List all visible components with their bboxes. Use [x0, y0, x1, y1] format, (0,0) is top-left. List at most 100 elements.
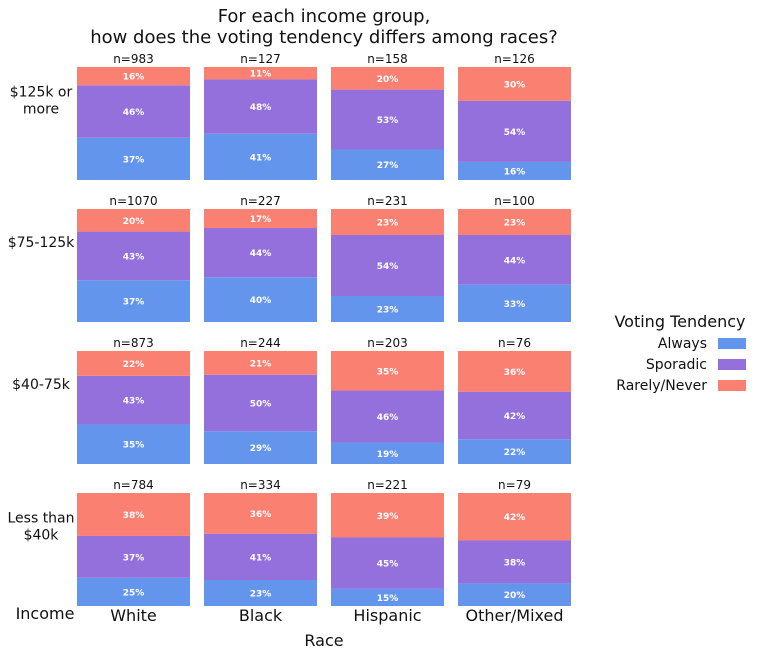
data-label: 20% — [123, 217, 145, 227]
sample-size-label: n=127 — [240, 52, 281, 66]
legend-swatch — [718, 338, 746, 349]
bar-segment-always — [77, 424, 190, 464]
bar-segment-rarely — [204, 209, 317, 229]
legend: Voting Tendency Always Sporadic Rarely/Nev… — [614, 312, 746, 394]
data-label: 11% — [250, 70, 272, 80]
data-label: 46% — [377, 413, 399, 423]
bar-segment-rarely — [458, 67, 571, 101]
sample-size-label: n=1070 — [109, 194, 157, 208]
data-label: 30% — [504, 80, 526, 90]
bar-segment-always — [331, 296, 444, 322]
sample-size-label: n=983 — [113, 52, 154, 66]
data-label: 19% — [377, 450, 399, 460]
bar-segment-rarely — [458, 493, 571, 541]
row-label: Less than $40k — [7, 511, 74, 544]
column-labels: White Black Hispanic Other/Mixed — [110, 606, 563, 625]
sample-size-label: n=100 — [494, 194, 535, 208]
data-label: 43% — [123, 397, 145, 407]
column-label: Black — [239, 606, 283, 625]
bar-segment-always — [331, 149, 444, 180]
data-label: 16% — [504, 167, 526, 177]
data-label: 35% — [123, 441, 145, 451]
data-label: 42% — [504, 513, 526, 523]
bar-segment-rarely — [331, 67, 444, 90]
bar-segment-rarely — [77, 351, 190, 376]
sample-size-label: n=227 — [240, 194, 281, 208]
data-label: 23% — [377, 306, 399, 316]
bar-segment-rarely — [204, 67, 317, 80]
bar-segment-sporadic — [458, 234, 571, 285]
sample-size-label: n=76 — [498, 336, 531, 350]
panels: 37% 46% 16% n=983 41% 48% 11% n=127 27% 53% 20% n=1… — [77, 52, 571, 606]
sample-size-label: n=79 — [498, 478, 531, 492]
data-label: 41% — [250, 553, 272, 563]
data-label: 20% — [377, 75, 399, 85]
bar-segment-sporadic — [331, 537, 444, 589]
panel: 27% 53% 20% n=158 — [331, 52, 444, 180]
data-label: 53% — [377, 116, 399, 126]
panel: 29% 50% 21% n=244 — [204, 336, 317, 464]
bar-segment-rarely — [204, 351, 317, 375]
bar-segment-rarely — [458, 351, 571, 392]
data-label: 22% — [504, 448, 526, 458]
sample-size-label: n=126 — [494, 52, 535, 66]
data-label: 44% — [250, 249, 272, 259]
bar-segment-always — [77, 280, 190, 322]
bar-segment-sporadic — [204, 79, 317, 134]
bar-segment-sporadic — [331, 89, 444, 150]
data-label: 38% — [504, 558, 526, 568]
data-label: 22% — [123, 360, 145, 370]
bar-segment-always — [331, 442, 444, 464]
data-label: 41% — [250, 153, 272, 163]
bar-segment-always — [458, 439, 571, 464]
sample-size-label: n=231 — [367, 194, 408, 208]
data-label: 21% — [250, 359, 272, 369]
panel: 20% 38% 42% n=79 — [458, 478, 571, 606]
x-axis-label: Race — [304, 631, 343, 650]
data-label: 20% — [504, 591, 526, 601]
column-label: White — [110, 606, 157, 625]
data-label: 42% — [504, 412, 526, 422]
data-label: 23% — [250, 590, 272, 600]
data-label: 44% — [504, 256, 526, 266]
data-label: 54% — [377, 262, 399, 272]
bar-segment-rarely — [77, 209, 190, 232]
panel: 35% 43% 22% n=873 — [77, 336, 190, 464]
bar-segment-rarely — [331, 209, 444, 235]
row-label: $125k or more — [10, 85, 73, 118]
bar-segment-sporadic — [331, 390, 444, 443]
bar-segment-sporadic — [77, 231, 190, 281]
data-label: 40% — [250, 296, 272, 306]
sample-size-label: n=334 — [240, 478, 281, 492]
sample-size-label: n=221 — [367, 478, 408, 492]
bar-segment-always — [77, 577, 190, 606]
data-label: 25% — [123, 588, 145, 598]
data-label: 17% — [250, 215, 272, 225]
panel: 22% 42% 36% n=76 — [458, 336, 571, 464]
data-label: 29% — [250, 444, 272, 454]
sample-size-label: n=873 — [113, 336, 154, 350]
data-label: 50% — [250, 399, 272, 409]
data-label: 48% — [250, 103, 272, 113]
row-label: $75-125k — [8, 235, 75, 251]
panel: 33% 44% 23% n=100 — [458, 194, 571, 322]
data-label: 37% — [123, 155, 145, 165]
data-label: 39% — [377, 512, 399, 522]
bar-segment-rarely — [331, 493, 444, 538]
data-label: 37% — [123, 553, 145, 563]
data-label: 43% — [123, 252, 145, 262]
panel: 23% 41% 36% n=334 — [204, 478, 317, 606]
bar-segment-sporadic — [458, 391, 571, 440]
data-label: 23% — [504, 218, 526, 228]
bar-segment-always — [458, 583, 571, 606]
data-label: 23% — [377, 218, 399, 228]
panel: 25% 37% 38% n=784 — [77, 478, 190, 606]
panel: 40% 44% 17% n=227 — [204, 194, 317, 322]
column-label: Other/Mixed — [465, 606, 563, 625]
data-label: 33% — [504, 300, 526, 310]
panel: 23% 54% 23% n=231 — [331, 194, 444, 322]
bar-segment-always — [77, 137, 190, 180]
chart-title: For each income group, how does the votin… — [90, 6, 558, 48]
sample-size-label: n=244 — [240, 336, 281, 350]
